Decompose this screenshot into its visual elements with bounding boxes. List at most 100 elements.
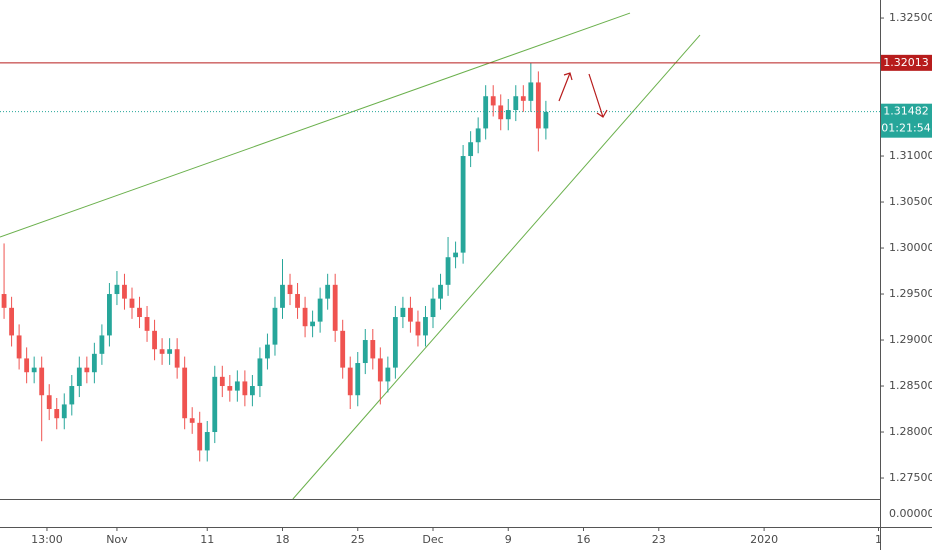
candle-body bbox=[257, 358, 263, 387]
candle-body bbox=[453, 252, 458, 258]
candle-body bbox=[152, 330, 157, 350]
x-tick-label: 16 bbox=[577, 533, 591, 546]
candle-body bbox=[122, 284, 127, 299]
candle-body bbox=[355, 363, 361, 396]
candle-body bbox=[385, 367, 391, 382]
candle-body bbox=[242, 381, 248, 396]
candle-body bbox=[528, 82, 534, 101]
candle-body bbox=[475, 128, 481, 143]
trendline bbox=[292, 34, 701, 500]
candle-body bbox=[302, 307, 308, 327]
y-tick-label: 1.29500 bbox=[889, 287, 932, 300]
y-tick-label: 1.29000 bbox=[889, 333, 932, 346]
plot-area bbox=[0, 12, 880, 500]
up-arrow bbox=[558, 72, 573, 102]
candle-body bbox=[280, 284, 285, 308]
candle-body bbox=[445, 257, 451, 285]
candle-body bbox=[144, 317, 150, 331]
candle-body bbox=[287, 284, 293, 295]
candle-body bbox=[137, 307, 142, 318]
level-label: 1.32013 bbox=[883, 56, 929, 69]
candle-body bbox=[535, 82, 541, 129]
x-tick-label: 1 bbox=[875, 533, 882, 546]
candle-body bbox=[310, 321, 316, 327]
x-tick-label: 13:00 bbox=[31, 533, 63, 546]
y-tick-label: 1.30000 bbox=[889, 241, 932, 254]
x-tick-label: 23 bbox=[652, 533, 666, 546]
x-tick-label: Dec bbox=[422, 533, 443, 546]
candle-body bbox=[212, 376, 218, 433]
candle-body bbox=[84, 367, 90, 373]
candle-body bbox=[227, 386, 233, 391]
candle-body bbox=[490, 96, 496, 106]
candle-body bbox=[460, 156, 466, 253]
candle-body bbox=[46, 395, 52, 410]
lower-pane-tick-label: 0.00000 bbox=[889, 507, 932, 520]
candle-body bbox=[197, 422, 203, 451]
level-label-box bbox=[881, 54, 932, 71]
candle-body bbox=[114, 284, 120, 295]
candle-body bbox=[423, 317, 428, 336]
candle-body bbox=[430, 298, 436, 318]
x-tick-label: 11 bbox=[200, 533, 214, 546]
candle-body bbox=[513, 96, 519, 111]
candle-body bbox=[204, 432, 210, 451]
candle-body bbox=[189, 418, 195, 423]
candle-body bbox=[415, 321, 421, 336]
countdown-label: 01:21:54 bbox=[881, 122, 930, 135]
x-tick-label: 18 bbox=[275, 533, 289, 546]
candle-body bbox=[182, 367, 188, 419]
candle-body bbox=[332, 284, 338, 331]
candle-body bbox=[295, 294, 300, 308]
y-tick-label: 1.28500 bbox=[889, 379, 932, 392]
candle-body bbox=[61, 404, 67, 419]
y-tick-label: 1.31000 bbox=[889, 149, 932, 162]
candle-body bbox=[543, 111, 549, 129]
candle-body bbox=[1, 294, 7, 308]
candle-body bbox=[317, 298, 323, 322]
candle-body bbox=[99, 335, 105, 354]
candle-body bbox=[54, 409, 60, 419]
candle-body bbox=[159, 349, 165, 354]
candle-body bbox=[234, 381, 240, 391]
candle-body bbox=[219, 376, 225, 387]
candle-body bbox=[174, 349, 180, 368]
candle-body bbox=[520, 96, 526, 101]
candle-body bbox=[249, 386, 255, 396]
candle-body bbox=[400, 307, 406, 318]
last-price-box bbox=[881, 103, 932, 138]
axes: 1.27500 1.28000 1.28500 1.29000 1.29500 1.300… bbox=[31, 11, 932, 546]
y-tick-label: 1.30500 bbox=[889, 195, 932, 208]
candle-body bbox=[9, 307, 14, 336]
x-tick-label: 25 bbox=[351, 533, 365, 546]
candle-body bbox=[272, 307, 278, 345]
down-arrow bbox=[588, 73, 608, 118]
last-price-label: 1.31482 bbox=[883, 105, 929, 118]
x-tick-label: Nov bbox=[106, 533, 128, 546]
candle-body bbox=[325, 284, 331, 299]
candle-body bbox=[167, 349, 173, 354]
candle-body bbox=[483, 96, 489, 129]
candle-body bbox=[107, 294, 112, 336]
candle-body bbox=[362, 340, 368, 364]
candle-body bbox=[347, 367, 353, 396]
candle-body bbox=[24, 358, 30, 373]
candle-body bbox=[438, 284, 443, 299]
candle-body bbox=[265, 344, 270, 359]
candle-body bbox=[69, 386, 75, 405]
candle-body bbox=[39, 367, 45, 396]
candle-body bbox=[468, 142, 474, 157]
candle-body bbox=[129, 298, 135, 308]
candle-body bbox=[370, 340, 376, 359]
candle-body bbox=[91, 353, 97, 373]
x-tick-label: 2020 bbox=[750, 533, 778, 546]
candle-body bbox=[377, 358, 383, 382]
candle-body bbox=[31, 367, 37, 373]
x-tick-label: 9 bbox=[505, 533, 512, 546]
candle-body bbox=[76, 367, 82, 387]
candle-body bbox=[505, 110, 511, 120]
candle-body bbox=[408, 307, 413, 322]
candle-body bbox=[16, 335, 22, 359]
